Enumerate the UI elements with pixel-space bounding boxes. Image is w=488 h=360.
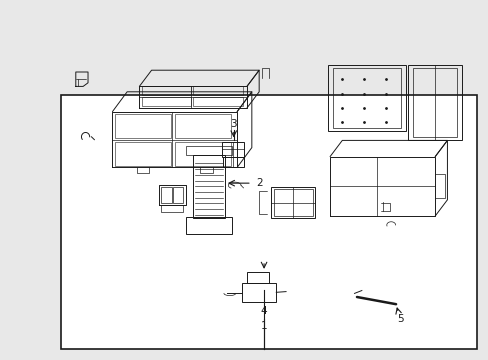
Bar (271, 187, 315, 218)
Text: 2: 2 (256, 178, 263, 188)
Bar (161, 187, 172, 203)
Bar (172, 187, 183, 203)
Bar (115, 141, 171, 166)
Bar (115, 114, 171, 138)
Bar (193, 97, 243, 106)
Bar (185, 146, 232, 155)
Bar (142, 97, 191, 106)
Bar (142, 86, 191, 95)
Bar (246, 272, 268, 283)
Bar (161, 205, 183, 212)
Text: 5: 5 (397, 314, 404, 324)
Bar (193, 86, 243, 95)
Bar (242, 283, 276, 302)
Bar (174, 114, 230, 138)
Text: 4: 4 (260, 306, 267, 316)
Bar (61, 95, 476, 349)
Bar (174, 141, 230, 166)
Bar (412, 68, 456, 137)
Bar (185, 217, 232, 234)
Bar (332, 68, 400, 128)
Text: 1: 1 (260, 321, 267, 331)
Bar (327, 65, 405, 131)
Text: 3: 3 (230, 119, 237, 129)
Bar (273, 189, 312, 216)
Bar (193, 155, 224, 218)
Bar (223, 157, 243, 167)
Bar (407, 65, 461, 140)
Bar (222, 142, 244, 157)
